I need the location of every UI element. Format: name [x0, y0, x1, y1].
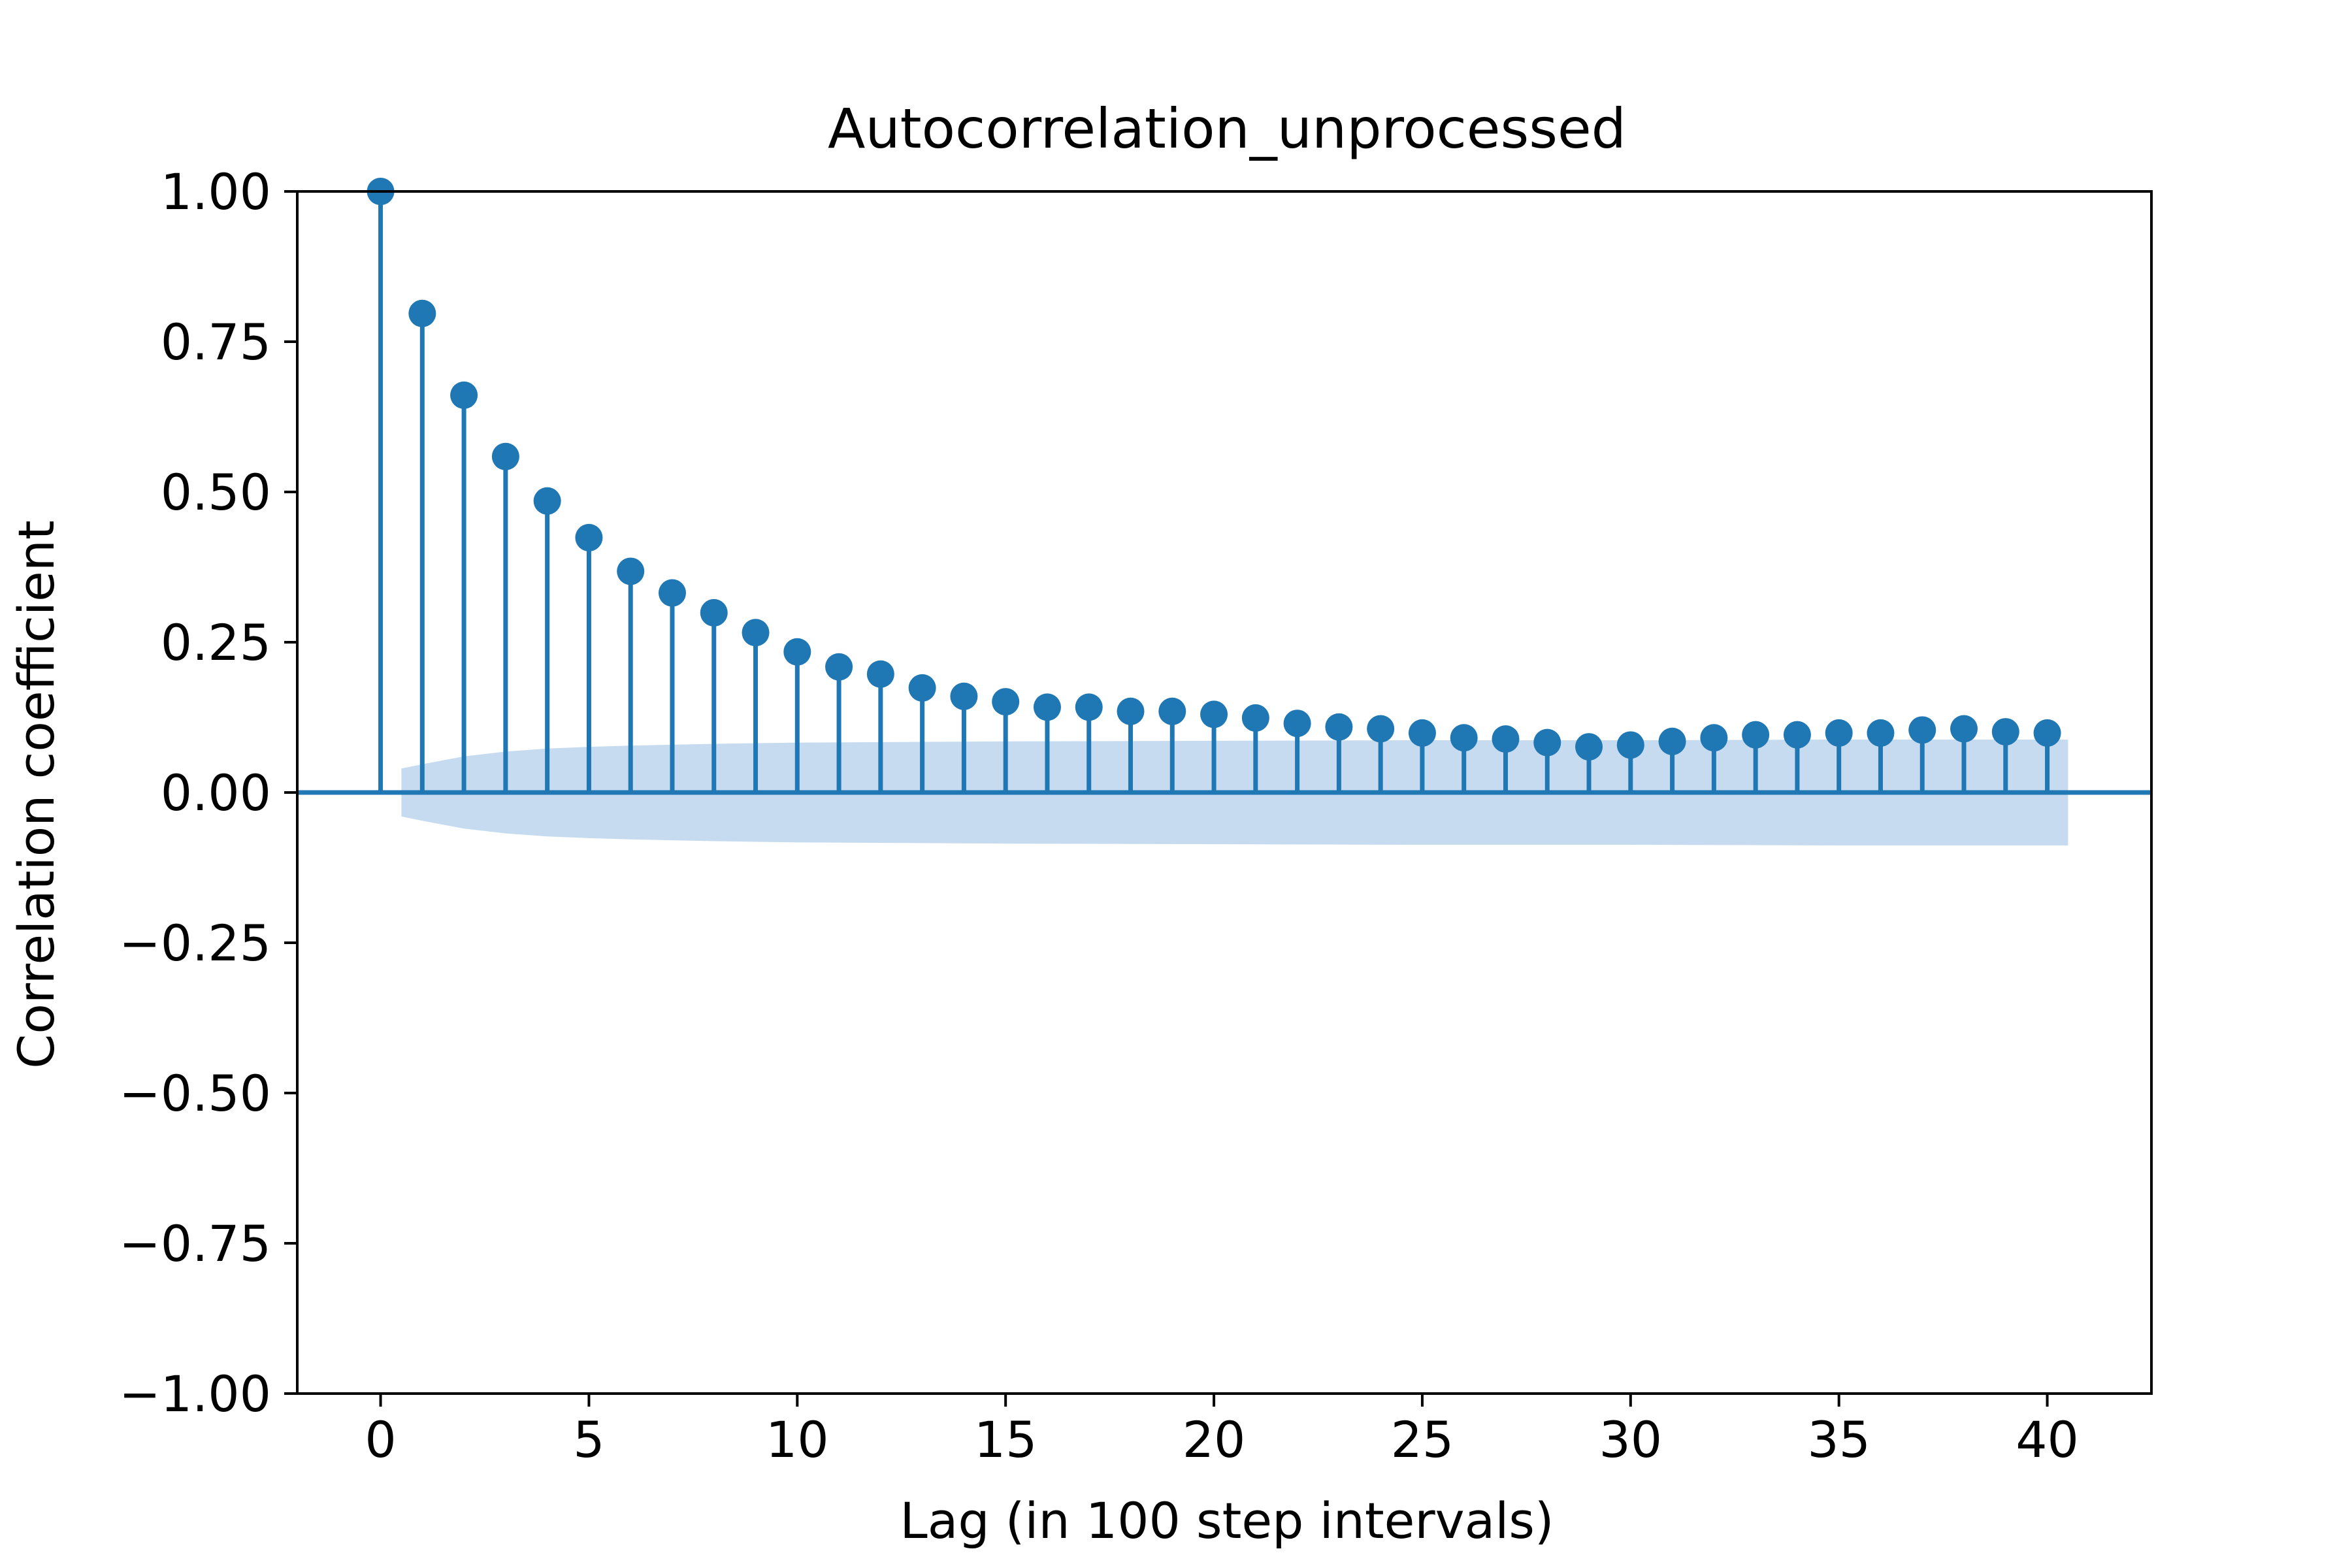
stem-marker	[1658, 727, 1686, 755]
stem-layer	[297, 178, 2151, 795]
y-axis-label: Correlation coefficient	[7, 520, 65, 1068]
stem-marker	[742, 619, 770, 647]
stem-marker	[1200, 700, 1228, 728]
stem-marker	[1825, 719, 1853, 747]
stem-marker	[1492, 725, 1520, 753]
stem-marker	[1950, 715, 1978, 743]
y-tick-label: 0.50	[161, 463, 271, 521]
axis-layer: 0 5 10 15 20 25 30 35 40 1.00 0.75 0.50 0.25 0.00 −0.2…	[119, 163, 2153, 1469]
x-tick-label: 40	[2016, 1411, 2079, 1469]
x-tick-label: 35	[1807, 1411, 1870, 1469]
stem-marker	[908, 674, 936, 702]
x-tick-label: 20	[1183, 1411, 1246, 1469]
stem-marker	[1908, 716, 1936, 744]
stem-marker	[1616, 731, 1644, 759]
stem-marker	[1241, 704, 1269, 732]
stem-marker	[1325, 713, 1353, 741]
stem-marker	[2033, 719, 2061, 747]
stem-marker	[1867, 719, 1895, 747]
chart-title: Autocorrelation_unprocessed	[828, 97, 1626, 161]
stem-marker	[658, 579, 686, 607]
y-tick-label: 0.25	[161, 613, 271, 672]
stem-marker	[1533, 728, 1561, 757]
y-tick-label: −0.50	[119, 1064, 271, 1122]
stem-marker	[1075, 693, 1103, 721]
y-tick-label: −1.00	[119, 1365, 271, 1423]
y-tick-label: −0.75	[119, 1215, 271, 1273]
stem-marker	[1117, 697, 1145, 725]
stem-marker	[1408, 719, 1436, 747]
x-tick-label: 30	[1599, 1411, 1662, 1469]
stem-marker	[1283, 710, 1311, 738]
x-tick-label: 0	[365, 1411, 396, 1469]
y-tick-label: 1.00	[161, 163, 271, 221]
stem-marker	[450, 381, 478, 409]
stem-marker	[1033, 693, 1061, 721]
stem-marker	[1367, 715, 1395, 743]
stem-marker	[533, 487, 561, 515]
stem-marker	[866, 660, 894, 688]
stem-marker	[1575, 733, 1603, 761]
stem-marker	[491, 442, 519, 470]
y-tick-label: 0.75	[161, 313, 271, 371]
stem-marker	[1158, 697, 1186, 725]
x-tick-label: 25	[1391, 1411, 1454, 1469]
stem-marker	[783, 638, 811, 666]
x-tick-label: 10	[766, 1411, 829, 1469]
stem-marker	[1742, 721, 1770, 749]
stem-marker	[950, 682, 978, 710]
stem-marker	[1450, 724, 1478, 752]
stem-marker	[1783, 721, 1811, 749]
stem-marker	[825, 653, 853, 681]
stem-marker	[408, 299, 436, 327]
x-tick-label: 15	[974, 1411, 1037, 1469]
stem-marker	[700, 598, 728, 627]
stem-marker	[1700, 724, 1728, 752]
stem-marker	[575, 523, 603, 551]
stem-marker	[992, 688, 1020, 716]
x-tick-label: 5	[573, 1411, 604, 1469]
stem-marker	[1991, 718, 2019, 746]
stem-marker	[617, 557, 645, 585]
y-tick-label: −0.25	[119, 914, 271, 972]
x-axis-label: Lag (in 100 step intervals)	[900, 1492, 1554, 1550]
y-tick-label: 0.00	[161, 764, 271, 822]
